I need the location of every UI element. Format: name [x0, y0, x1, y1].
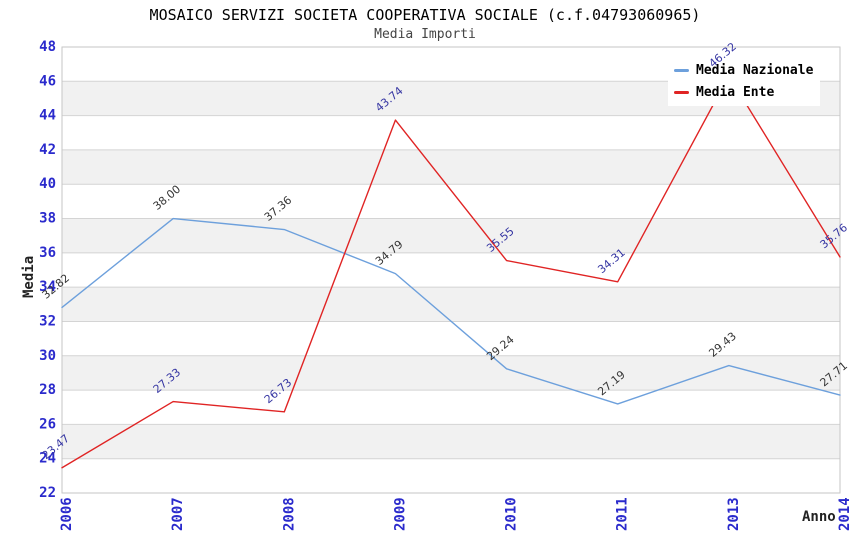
x-tick-label: 2007 [170, 497, 186, 531]
legend-item-media-nazionale: Media Nazionale [674, 61, 820, 79]
grid-band [62, 321, 840, 356]
y-tick-label: 26 [39, 416, 56, 432]
x-axis-title: Anno [802, 509, 836, 525]
y-tick-label: 24 [39, 451, 56, 467]
x-tick-label: 2010 [504, 497, 520, 531]
y-tick-label: 30 [39, 348, 56, 364]
y-tick-label: 34 [39, 279, 56, 295]
y-tick-label: 36 [39, 245, 56, 261]
grid-band [62, 287, 840, 322]
y-tick-label: 42 [39, 142, 56, 158]
y-tick-label: 44 [39, 108, 56, 124]
x-tick-label: 2006 [59, 497, 75, 531]
legend-label-media-ente: Media Ente [696, 84, 775, 100]
x-tick-label: 2013 [726, 497, 742, 531]
x-tick-label: 2011 [615, 497, 631, 531]
legend-item-media-ente: Media Ente [674, 83, 820, 101]
grid-band [62, 458, 840, 493]
plot-border [61, 46, 841, 494]
x-tick-label: 2009 [392, 497, 408, 531]
grid-band [62, 424, 840, 459]
grid-band [62, 355, 840, 391]
legend-label-media-nazionale: Media Nazionale [696, 62, 814, 78]
chart-title: MOSAICO SERVIZI SOCIETA COOPERATIVA SOCI… [149, 6, 701, 24]
y-tick-label: 38 [39, 211, 56, 227]
y-tick-label: 28 [39, 382, 56, 398]
y-tick-label: 46 [39, 73, 56, 89]
y-tick-label: 40 [39, 176, 56, 192]
chart-subtitle: Media Importi [374, 27, 476, 42]
grid-band [62, 149, 840, 185]
line-marker-icon [674, 68, 689, 72]
grid-band [62, 390, 840, 425]
series-line-media-nazionale [61, 217, 841, 405]
grid-band [62, 252, 840, 288]
y-axis-title: Media [21, 255, 37, 298]
line-marker-icon [674, 90, 689, 94]
grid-band [62, 115, 840, 150]
y-tick-label: 22 [39, 485, 56, 501]
grid-band [62, 218, 840, 253]
legend: Media Nazionale Media Ente [668, 57, 820, 106]
x-tick-label: 2014 [837, 497, 850, 531]
y-tick-label: 32 [39, 313, 56, 329]
y-tick-label: 48 [39, 39, 56, 55]
x-tick-label: 2008 [281, 497, 297, 531]
series-line-media-ente [61, 75, 841, 469]
